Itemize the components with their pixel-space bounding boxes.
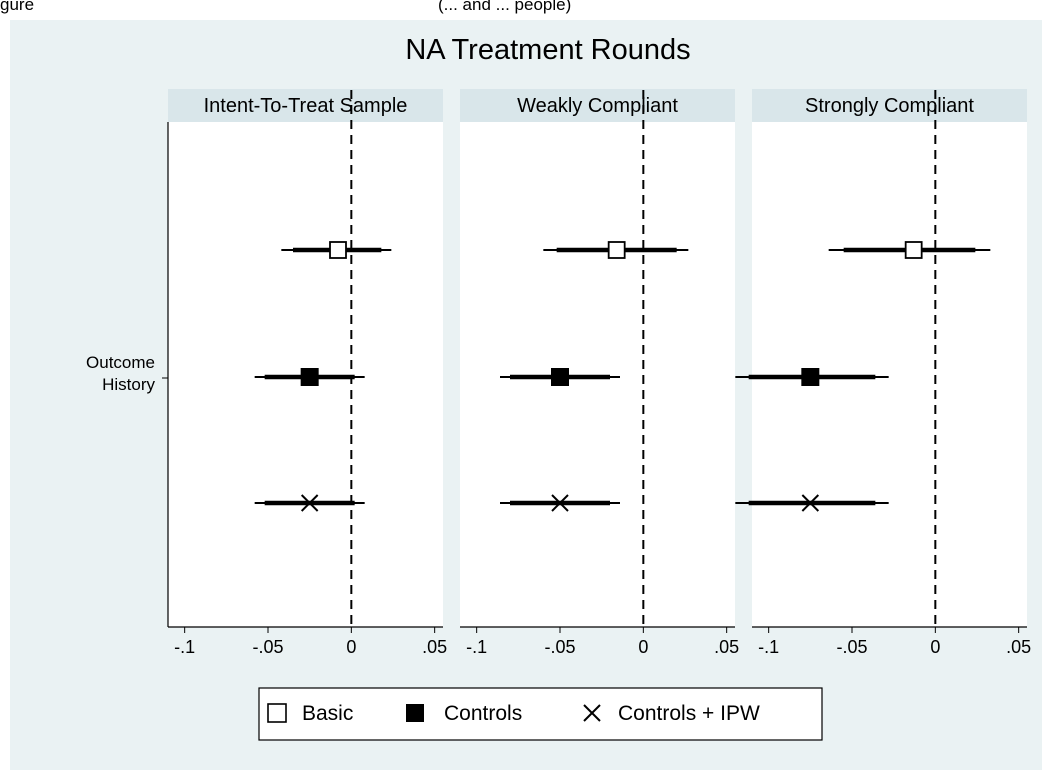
x-tick-label: 0 [346, 637, 356, 657]
x-tick-label: -.05 [544, 637, 575, 657]
legend-controls-ipw-label: Controls + IPW [618, 702, 760, 725]
legend-basic-label: Basic [302, 702, 353, 725]
panel-title: Strongly Compliant [805, 95, 974, 117]
panels: Intent-To-Treat Sample-.1 -.05 0.05Weakly … [167, 89, 1031, 657]
figure-caption-rest: (... and ... people) [438, 0, 571, 14]
legend: Basic Controls Controls + IPW [258, 687, 823, 741]
basic-estimate-marker [904, 241, 923, 259]
x-tick-label: -.1 [466, 637, 487, 657]
panel-1: Intent-To-Treat Sample -.1 -.05 0 .05 [167, 89, 447, 657]
panel-title: Intent-To-Treat Sample [204, 95, 408, 117]
basic-estimate-marker [607, 241, 626, 259]
x-tick-label: -.05 [252, 637, 283, 657]
panel-plot-area [460, 122, 735, 627]
x-tick-label: -.1 [758, 637, 779, 657]
legend-controls-label: Controls [444, 702, 522, 725]
y-category-label-line1: Outcome [86, 353, 155, 372]
controls-ipw-estimate-marker [300, 494, 319, 512]
basic-estimate-marker [329, 241, 347, 259]
chart-title: NA Treatment Rounds [405, 34, 690, 66]
controls-estimate-marker [551, 368, 569, 386]
legend-basic-marker [267, 703, 287, 723]
figure-caption-fragment: gure [0, 0, 34, 14]
controls-ipw-estimate-marker [551, 494, 569, 512]
x-tick-label: 0 [930, 637, 940, 657]
legend-controls-marker [406, 704, 424, 722]
x-tick-label: -.05 [836, 637, 867, 657]
legend-box [258, 687, 823, 741]
panel-header [168, 89, 443, 122]
controls-estimate-marker [801, 368, 820, 386]
controls-estimate-marker [300, 368, 319, 386]
panel-header [752, 89, 1027, 122]
x-tick-label: -.1 [174, 637, 195, 657]
legend-controls-ipw-marker [583, 704, 601, 722]
x-tick-label: 0 [638, 637, 648, 657]
controls-ipw-estimate-marker [801, 494, 820, 512]
panel-3: Strongly Compliant -.1 -.05 0 .05 [735, 89, 1031, 657]
panel-2: Weakly Compliant -.1 -.05 0 .05 [460, 89, 739, 657]
panel-header [460, 89, 735, 122]
x-tick-label: .05 [1006, 637, 1031, 657]
panel-title: Weakly Compliant [517, 95, 678, 117]
panel-plot-area [752, 122, 1027, 627]
x-tick-label: .05 [422, 637, 447, 657]
x-tick-label: .05 [714, 637, 739, 657]
y-category-label-line2: History [102, 375, 155, 394]
